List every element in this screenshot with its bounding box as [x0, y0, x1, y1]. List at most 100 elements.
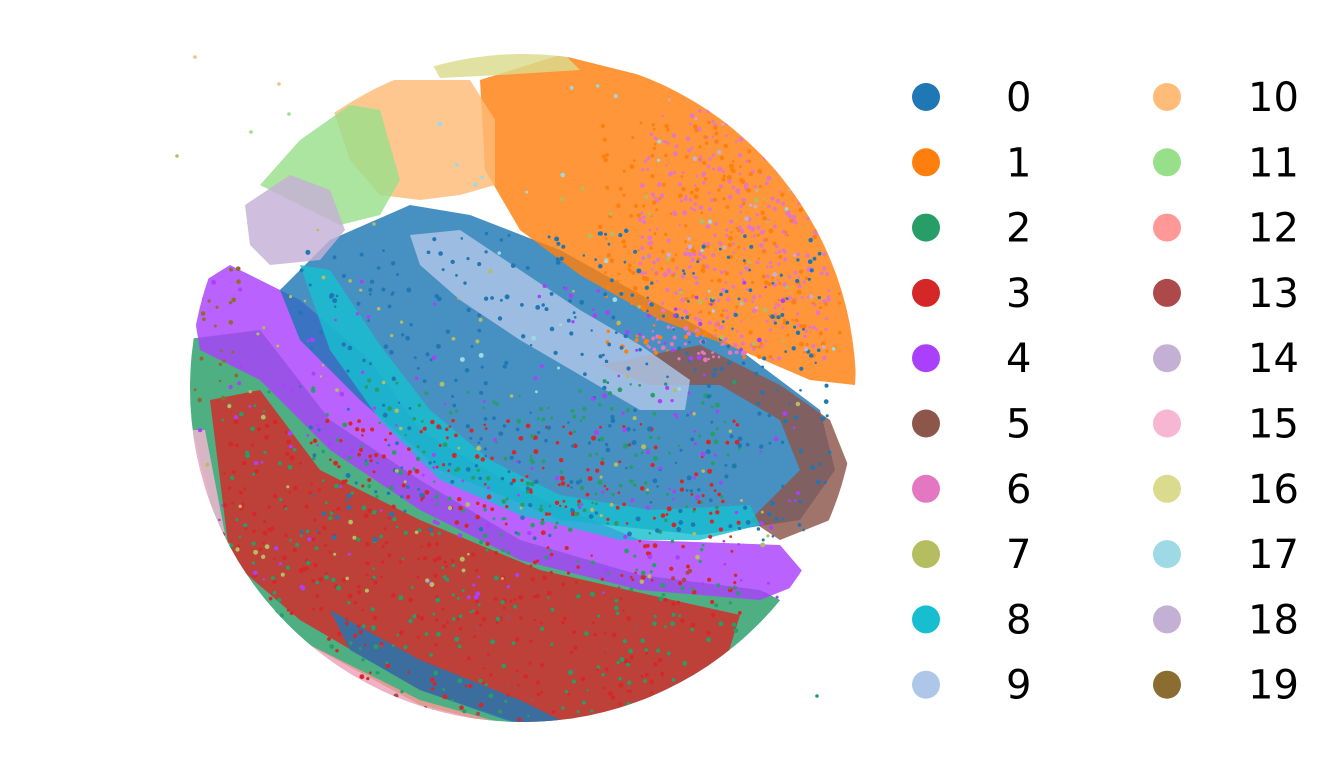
cell-point [419, 492, 425, 498]
cell-point [713, 453, 718, 457]
cell-point [742, 280, 747, 285]
cell-point [725, 60, 730, 65]
cell-point [300, 529, 304, 534]
cell-point [804, 276, 809, 280]
cell-point [345, 617, 349, 621]
cell-point [299, 713, 304, 718]
cell-point [229, 543, 234, 548]
cell-point [364, 461, 369, 466]
cell-point [310, 388, 316, 393]
cell-point [498, 685, 503, 690]
cell-point [599, 436, 605, 442]
cell-point [408, 597, 413, 603]
cell-point [442, 575, 447, 579]
cell-point [836, 194, 840, 198]
cell-point [441, 268, 445, 272]
cell-point [759, 149, 765, 154]
cell-point [336, 506, 341, 511]
cell-point [561, 244, 566, 249]
cell-point [220, 395, 226, 401]
cell-point [660, 582, 666, 588]
cell-point [268, 596, 273, 601]
cell-point [223, 568, 227, 572]
cell-point [617, 708, 622, 713]
cell-point [736, 113, 742, 119]
legend-entry-13: 13 [1153, 271, 1299, 317]
cell-point [566, 571, 571, 575]
cell-point [549, 570, 553, 574]
cell-point [632, 285, 638, 291]
cell-point [689, 207, 693, 210]
cell-point [321, 479, 325, 483]
cell-point [604, 153, 609, 157]
legend-marker [1153, 278, 1181, 307]
cell-point [562, 616, 567, 621]
cell-point [457, 533, 463, 538]
cell-point [595, 452, 599, 456]
cell-point [348, 421, 353, 426]
cell-point [675, 701, 678, 704]
cell-point [412, 416, 417, 421]
legend-entry-5: 5 [912, 402, 1031, 448]
cell-point [761, 249, 766, 254]
cell-point [683, 272, 686, 275]
cell-point [382, 249, 385, 253]
cell-point [808, 353, 814, 358]
cell-point [278, 643, 283, 648]
cell-point [420, 498, 423, 502]
cell-point [495, 621, 499, 625]
cell-point [535, 304, 541, 310]
cell-point [517, 532, 521, 536]
cell-point [383, 527, 387, 531]
cell-point [666, 506, 672, 512]
cell-point [536, 559, 540, 563]
cell-point [788, 183, 794, 188]
cell-point [495, 402, 499, 407]
cell-point [626, 701, 631, 707]
cell-point [695, 174, 699, 178]
cell-point [532, 560, 537, 565]
cell-point [724, 271, 729, 276]
cell-point [692, 124, 698, 130]
cell-point [479, 623, 482, 627]
cell-point [629, 214, 633, 218]
cell-point [707, 357, 711, 361]
cell-point [193, 301, 197, 305]
cell-point [566, 484, 570, 488]
legend-entry-4: 4 [912, 336, 1031, 382]
cell-point [541, 466, 545, 470]
cell-point [701, 582, 705, 586]
cell-point [696, 257, 700, 261]
cell-point [553, 525, 558, 529]
cell-point [369, 362, 372, 366]
cell-point [705, 699, 709, 703]
cell-point [335, 515, 340, 520]
cell-point [499, 238, 504, 242]
cell-point [639, 579, 645, 584]
cell-point [532, 595, 536, 598]
cell-point [606, 522, 610, 525]
cell-point [692, 532, 697, 536]
cell-point [756, 527, 761, 531]
cell-point [531, 335, 536, 341]
cell-point [510, 263, 516, 268]
cell-point [346, 505, 352, 510]
cell-point [664, 625, 667, 629]
cell-point [458, 505, 463, 511]
cell-point [486, 494, 492, 500]
cell-point [315, 594, 320, 599]
cell-point [329, 644, 335, 649]
cell-point [778, 190, 781, 193]
cell-point [731, 185, 736, 190]
cell-point [715, 510, 720, 515]
cell-point [826, 295, 830, 299]
cell-point [701, 339, 706, 344]
cell-point [582, 415, 586, 420]
cell-point [803, 346, 809, 352]
cell-point [802, 324, 807, 329]
cell-point [517, 717, 522, 722]
cell-point [649, 500, 653, 504]
cell-point [612, 297, 618, 303]
cell-point [785, 320, 790, 325]
cell-point [706, 637, 711, 643]
